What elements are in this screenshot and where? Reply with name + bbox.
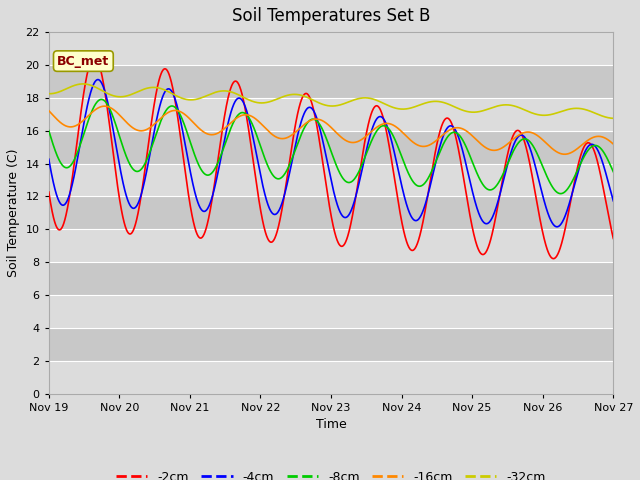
Bar [49,328,613,361]
Y-axis label: Soil Temperature (C): Soil Temperature (C) [7,149,20,277]
Title: Soil Temperatures Set B: Soil Temperatures Set B [232,7,430,25]
Bar [49,98,613,131]
Bar [49,361,613,394]
Bar [49,229,613,262]
Legend: -2cm, -4cm, -8cm, -16cm, -32cm: -2cm, -4cm, -8cm, -16cm, -32cm [111,466,551,480]
Bar [49,131,613,164]
Text: BC_met: BC_met [57,55,109,68]
Bar [49,32,613,65]
Bar [49,65,613,98]
Bar [49,295,613,328]
X-axis label: Time: Time [316,418,346,431]
Bar [49,262,613,295]
Bar [49,164,613,196]
Bar [49,196,613,229]
